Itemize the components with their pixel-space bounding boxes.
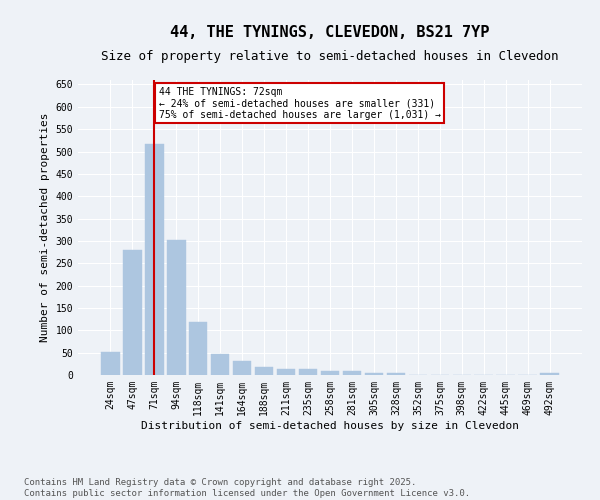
Text: 44, THE TYNINGS, CLEVEDON, BS21 7YP: 44, THE TYNINGS, CLEVEDON, BS21 7YP: [170, 25, 490, 40]
Bar: [365, 373, 383, 375]
Y-axis label: Number of semi-detached properties: Number of semi-detached properties: [40, 113, 50, 342]
Bar: [299, 368, 317, 375]
Bar: [145, 144, 164, 375]
Bar: [320, 372, 340, 375]
Text: Contains HM Land Registry data © Crown copyright and database right 2025.
Contai: Contains HM Land Registry data © Crown c…: [24, 478, 470, 498]
Text: 44 THE TYNINGS: 72sqm
← 24% of semi-detached houses are smaller (331)
75% of sem: 44 THE TYNINGS: 72sqm ← 24% of semi-deta…: [158, 86, 440, 120]
Bar: [541, 373, 559, 375]
Bar: [189, 322, 208, 375]
Bar: [343, 372, 361, 375]
Bar: [277, 368, 295, 375]
Bar: [255, 367, 274, 375]
Bar: [167, 240, 185, 375]
Bar: [233, 360, 251, 375]
Text: Size of property relative to semi-detached houses in Clevedon: Size of property relative to semi-detach…: [101, 50, 559, 63]
X-axis label: Distribution of semi-detached houses by size in Clevedon: Distribution of semi-detached houses by …: [141, 420, 519, 430]
Bar: [101, 352, 119, 375]
Bar: [123, 250, 142, 375]
Bar: [386, 373, 405, 375]
Bar: [211, 354, 229, 375]
